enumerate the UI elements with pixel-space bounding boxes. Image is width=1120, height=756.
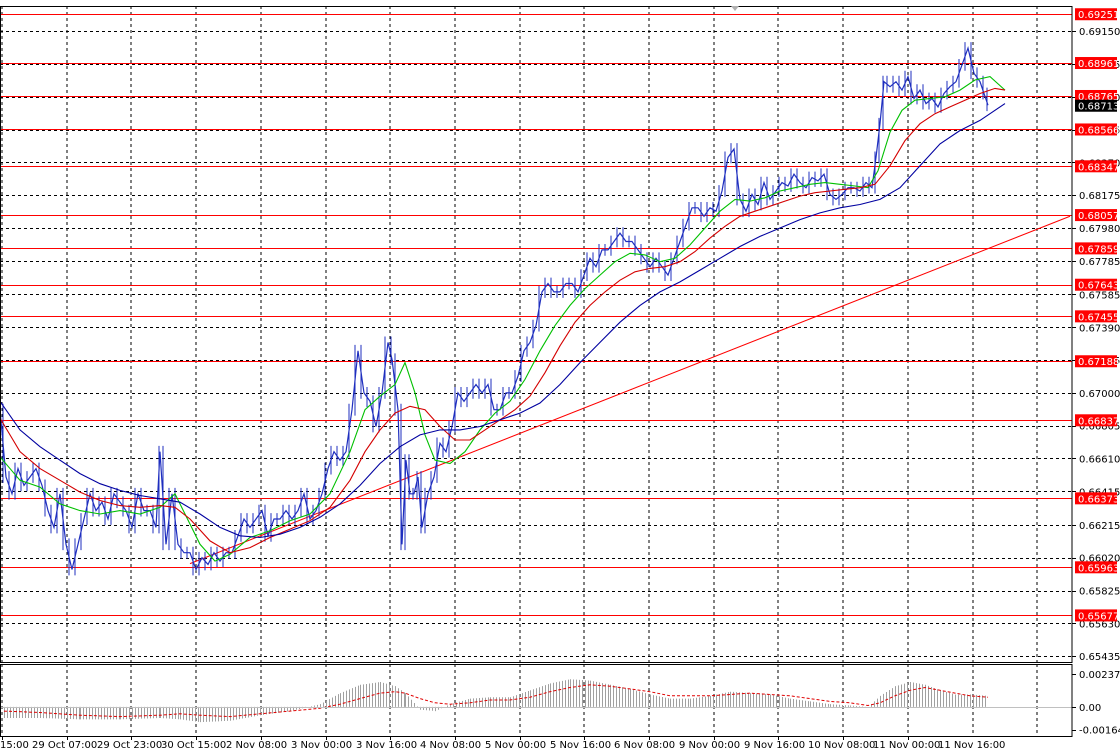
level-label-text: 0.65963 [1078, 563, 1119, 574]
level-label-box [1075, 355, 1117, 368]
price-tick-label: 0.66610 [1079, 454, 1120, 465]
price-tick-label: 0.67390 [1079, 323, 1120, 334]
time-tick-label: 30 Oct 15:00 [161, 740, 226, 751]
price-axis: 0.691500.689550.687600.685650.683700.681… [1072, 8, 1120, 737]
price-tick-label: 0.66215 [1079, 521, 1120, 532]
price-tick-label: 0.69150 [1079, 27, 1120, 38]
time-tick-label: 5 Nov 00:00 [485, 740, 546, 751]
oscillator-panel-border [0, 664, 1073, 737]
signal-line [3, 684, 989, 718]
price-tick-label: 0.65825 [1079, 587, 1120, 598]
level-label-box [1075, 209, 1117, 222]
level-label-box [1075, 160, 1117, 173]
level-label-text: 0.67643 [1078, 281, 1119, 292]
time-tick-label: 29 Oct 23:00 [97, 740, 162, 751]
time-tick-label: 10 Nov 08:00 [808, 740, 875, 751]
oscillator-tick-label: -0.001647 [1079, 726, 1120, 737]
time-tick-label: 11 Nov 16:00 [938, 740, 1005, 751]
main-panel-border [0, 6, 1073, 663]
time-tick-label: 11 Nov 00:00 [873, 740, 940, 751]
time-tick-label: 29 Oct 07:00 [32, 740, 97, 751]
level-label-text: 0.68057 [1078, 211, 1119, 222]
level-label-box [1075, 414, 1117, 427]
level-label-box [1075, 561, 1117, 574]
time-tick-label: 4 Nov 08:00 [420, 740, 481, 751]
oscillator-panel [0, 679, 1072, 723]
price-tick-label: 0.65630 [1079, 619, 1120, 630]
level-label-text: 0.68961 [1078, 59, 1119, 70]
level-label-box [1075, 278, 1117, 291]
level-label-box [1075, 242, 1117, 255]
ma-fast-line [0, 76, 1006, 562]
price-tick-label: 0.65435 [1079, 652, 1120, 663]
ma-mid-line [0, 87, 1006, 554]
price-tick-label: 0.66020 [1079, 554, 1120, 565]
oscillator-tick-label: 0.00 [1079, 703, 1101, 714]
shift-marker-icon [731, 6, 739, 11]
current-price-text: 0.68713 [1078, 102, 1119, 113]
level-label-box [1075, 8, 1117, 21]
time-tick-label: 3 Nov 16:00 [356, 740, 417, 751]
level-label-text: 0.67455 [1078, 312, 1119, 323]
level-label-box [1075, 310, 1117, 323]
level-label-box [1075, 492, 1117, 505]
time-tick-label: 2 Nov 08:00 [226, 740, 287, 751]
price-tick-label: 0.66805 [1079, 422, 1120, 433]
price-series [0, 42, 1006, 576]
level-label-text: 0.67188 [1078, 357, 1119, 368]
level-label-text: 0.66373 [1078, 494, 1119, 505]
time-tick-label: 6 Nov 08:00 [614, 740, 675, 751]
level-label-text: 0.68566 [1078, 125, 1119, 136]
price-tick-label: 0.68175 [1079, 191, 1120, 202]
price-tick-label: 0.67785 [1079, 257, 1120, 268]
time-tick-label: 15:00 [0, 740, 29, 751]
time-tick-label: 9 Nov 00:00 [679, 740, 740, 751]
level-label-text: 0.68347 [1078, 162, 1119, 173]
horizontal-levels [0, 14, 1072, 616]
level-label-text: 0.66837 [1078, 416, 1119, 427]
current-price-box [1075, 99, 1117, 112]
level-label-box [1075, 609, 1117, 622]
time-tick-label: 5 Nov 16:00 [550, 740, 611, 751]
ma-slow-line [0, 103, 1006, 539]
level-label-text: 0.69251 [1078, 10, 1119, 21]
time-tick-label: 3 Nov 00:00 [291, 740, 352, 751]
level-label-text: 0.67859 [1078, 244, 1119, 255]
price-tick-label: 0.67000 [1079, 389, 1120, 400]
time-tick-label: 9 Nov 16:00 [744, 740, 805, 751]
level-label-text: 0.68765 [1078, 92, 1119, 103]
oscillator-tick-label: 0.002373 [1079, 670, 1120, 681]
level-label-box [1075, 89, 1117, 102]
level-label-box [1075, 123, 1117, 136]
level-label-text: 0.65677 [1078, 611, 1119, 622]
level-label-box [1075, 57, 1117, 70]
grid [0, 6, 1072, 736]
price-tick-label: 0.67585 [1079, 290, 1120, 301]
price-tick-label: 0.67980 [1079, 224, 1120, 235]
chart-frame [0, 6, 1073, 737]
